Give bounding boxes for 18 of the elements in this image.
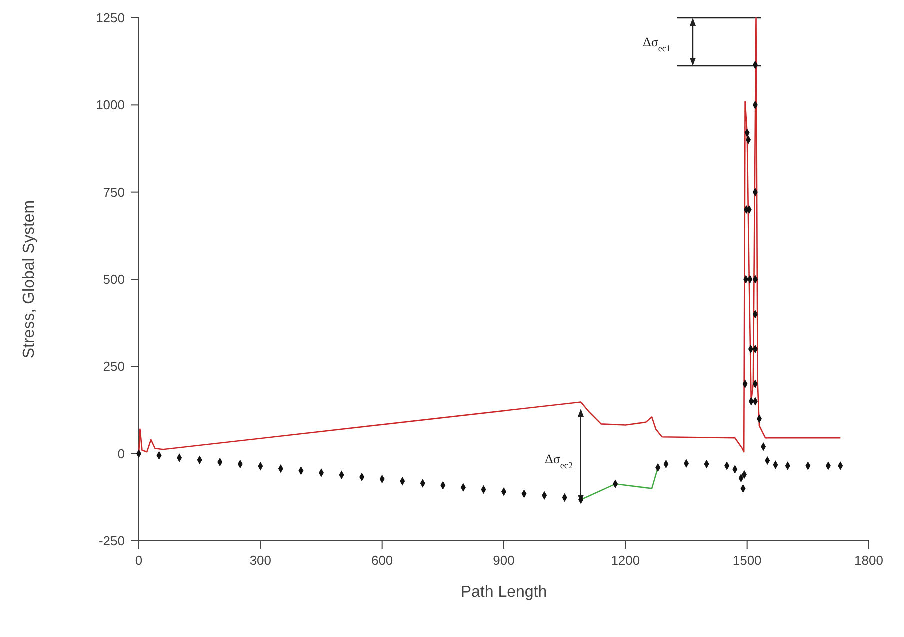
x-tick-label: 0 [135, 553, 143, 568]
y-tick-label: 250 [103, 359, 125, 374]
y-axis-title: Stress, Global System [21, 200, 38, 359]
y-tick-label: 0 [118, 446, 125, 462]
x-axis-title: Path Length [460, 584, 548, 601]
x-tick-label: 1500 [732, 553, 762, 568]
x-tick-label: 300 [250, 553, 272, 568]
annotation: Δσ$_{ec1}$ [643, 34, 671, 54]
x-tick-label: 900 [493, 553, 515, 568]
annotation: Δσ$_{ec2}$ [545, 452, 574, 471]
y-tick-label: 750 [103, 184, 125, 200]
x-tick-label: 600 [371, 553, 394, 568]
y-tick-label: -250 [98, 534, 125, 549]
y-tick-label: 500 [103, 272, 125, 288]
x-tick-label: 1200 [611, 553, 640, 568]
x-tick-label: 1800 [854, 553, 884, 568]
y-tick-label: 1250 [96, 10, 125, 26]
y-tick-label: 1000 [96, 98, 125, 113]
